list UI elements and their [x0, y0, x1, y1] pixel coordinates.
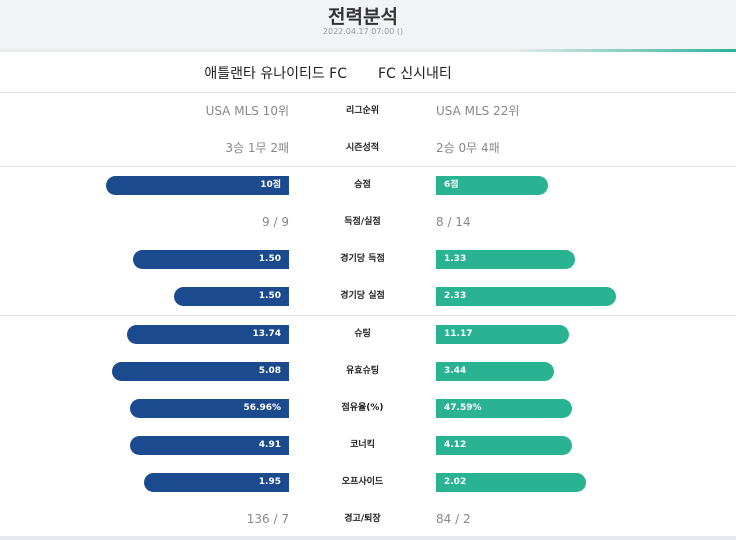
away-corners-bar: 4.12 [436, 436, 572, 455]
stat-label-cards: 경고/퇴장 [344, 514, 381, 524]
home-shots-bar: 13.74 [127, 325, 289, 344]
stat-row-goals: 9 / 9 득점/실점 8 / 14 [0, 204, 736, 241]
page-title: 전력분석 [328, 6, 398, 28]
home-shots-on-target-bar: 5.08 [112, 362, 289, 381]
away-season-record: 2승 0무 4패 [436, 141, 500, 155]
away-team-name[interactable]: FC 신시내티 [378, 66, 452, 82]
stat-row-league-rank: USA MLS 10위 리그순위 USA MLS 22위 [0, 93, 736, 130]
stat-label-offsides: 오프사이드 [341, 477, 384, 487]
stat-label-goals-per-game: 경기당 득점 [340, 254, 385, 264]
home-cards: 136 / 7 [246, 512, 289, 526]
stat-row-shots-on-target: 5.08 유효슈팅 3.44 [0, 353, 736, 390]
away-points-bar: 6점 [436, 176, 548, 195]
away-goals: 8 / 14 [436, 215, 471, 229]
stat-label-shots-on-target: 유효슈팅 [345, 366, 380, 376]
home-conceded-per-game-bar: 1.50 [174, 287, 289, 306]
header-accent-line [0, 49, 736, 52]
home-points-bar: 10점 [106, 176, 289, 195]
home-league-rank: USA MLS 10위 [205, 104, 289, 118]
stat-label-possession: 점유율(%) [341, 403, 384, 413]
away-shots-bar: 11.17 [436, 325, 569, 344]
team-names-row: 애틀랜타 유나이티드 FC FC 신시내티 [0, 52, 736, 93]
stat-row-corners: 4.91 코너킥 4.12 [0, 427, 736, 464]
stat-row-points: 10점 승점 6점 [0, 167, 736, 204]
away-possession-bar: 47.59% [436, 399, 572, 418]
header: 전력분석 2022.04.17 07:00 () [0, 0, 736, 52]
stat-row-offsides: 1.95 오프사이드 2.02 [0, 464, 736, 501]
away-conceded-per-game-bar: 2.33 [436, 287, 616, 306]
away-cards: 84 / 2 [436, 512, 471, 526]
stat-label-shots: 슈팅 [354, 329, 371, 339]
section-divider [0, 166, 736, 167]
stat-label-conceded-per-game: 경기당 실점 [340, 291, 385, 301]
away-shots-on-target-bar: 3.44 [436, 362, 554, 381]
stat-row-season-record: 3승 1무 2패 시즌성적 2승 0무 4패 [0, 130, 736, 167]
home-season-record: 3승 1무 2패 [225, 141, 289, 155]
bottom-border [0, 536, 736, 540]
stat-row-cards: 136 / 7 경고/퇴장 84 / 2 [0, 501, 736, 538]
stat-row-conceded-per-game: 1.50 경기당 실점 2.33 [0, 278, 736, 315]
home-possession-bar: 56.96% [130, 399, 289, 418]
section-divider [0, 315, 736, 316]
home-team-name[interactable]: 애틀랜타 유나이티드 FC [204, 66, 347, 82]
away-offsides-bar: 2.02 [436, 473, 586, 492]
stat-label-points: 승점 [354, 180, 371, 190]
stat-label-goals: 득점/실점 [344, 217, 381, 227]
away-league-rank: USA MLS 22위 [436, 104, 520, 118]
home-goals: 9 / 9 [262, 215, 289, 229]
stat-label-corners: 코너킥 [350, 440, 375, 450]
away-goals-per-game-bar: 1.33 [436, 250, 575, 269]
home-corners-bar: 4.91 [130, 436, 289, 455]
stat-label-league-rank: 리그순위 [345, 106, 380, 116]
home-goals-per-game-bar: 1.50 [133, 250, 289, 269]
home-offsides-bar: 1.95 [144, 473, 289, 492]
match-datetime: 2022.04.17 07:00 () [322, 27, 404, 36]
stat-label-season-record: 시즌성적 [345, 143, 380, 153]
stat-row-goals-per-game: 1.50 경기당 득점 1.33 [0, 241, 736, 278]
stat-row-shots: 13.74 슈팅 11.17 [0, 316, 736, 353]
stat-row-possession: 56.96% 점유율(%) 47.59% [0, 390, 736, 427]
